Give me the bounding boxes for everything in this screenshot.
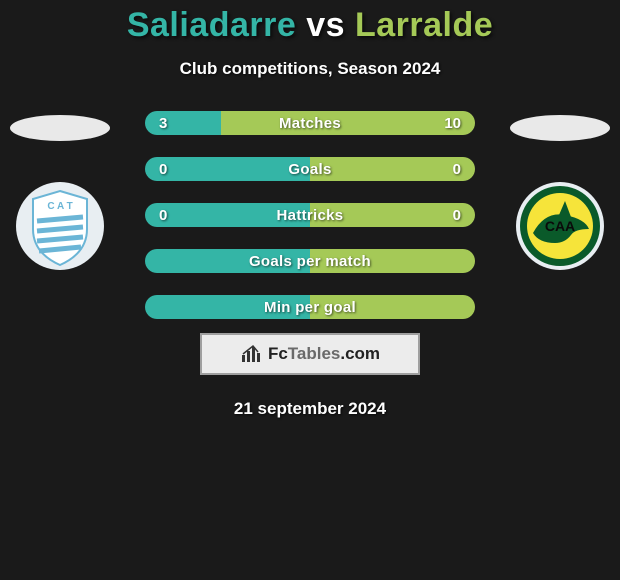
title-vs: vs: [306, 6, 345, 44]
page-title: Saliadarre vs Larralde: [127, 6, 493, 45]
stat-pill-hattricks: 0Hattricks0: [145, 203, 475, 227]
svg-text:CAA: CAA: [545, 218, 575, 234]
right-badge-svg: CAA: [515, 181, 605, 271]
stat-left-value: 0: [159, 161, 167, 178]
stat-pill-matches: 3Matches10: [145, 111, 475, 135]
stat-label: Goals per match: [145, 253, 475, 270]
stat-right-value: 10: [444, 115, 461, 132]
date-label: 21 september 2024: [234, 399, 386, 419]
stat-right-value: 0: [453, 207, 461, 224]
stats-column: 3Matches100Goals00Hattricks0Goals per ma…: [110, 109, 510, 319]
right-team-col: CAA: [510, 109, 610, 271]
comparison-card: Saliadarre vs Larralde Club competitions…: [0, 0, 620, 580]
stat-left-value: 3: [159, 115, 167, 132]
title-left: Saliadarre: [127, 6, 296, 44]
stat-label: Goals: [145, 161, 475, 178]
brand-suffix: .com: [340, 344, 380, 363]
stat-pill-goals: 0Goals0: [145, 157, 475, 181]
brand-text: FcTables.com: [268, 344, 380, 364]
stat-pill-goals-per-match: Goals per match: [145, 249, 475, 273]
bar-chart-icon: [240, 343, 262, 365]
stat-left-value: 0: [159, 207, 167, 224]
stat-label: Hattricks: [145, 207, 475, 224]
svg-text:C A T: C A T: [47, 201, 72, 212]
right-team-badge: CAA: [515, 181, 605, 271]
brand-strong: Fc: [268, 344, 288, 363]
stat-pill-min-per-goal: Min per goal: [145, 295, 475, 319]
left-team-badge: C A T: [15, 181, 105, 271]
brand-box[interactable]: FcTables.com: [200, 333, 420, 375]
left-team-col: C A T: [10, 109, 110, 271]
left-badge-svg: C A T: [15, 181, 105, 271]
right-placeholder-ellipse: [510, 115, 610, 141]
content-row: C A T 3Matches100Goals00Hattricks0Goals …: [0, 109, 620, 319]
title-right: Larralde: [355, 6, 493, 44]
stat-label: Matches: [145, 115, 475, 132]
brand-rest: Tables: [288, 344, 341, 363]
left-placeholder-ellipse: [10, 115, 110, 141]
stat-label: Min per goal: [145, 299, 475, 316]
stat-right-value: 0: [453, 161, 461, 178]
subtitle: Club competitions, Season 2024: [180, 59, 441, 79]
